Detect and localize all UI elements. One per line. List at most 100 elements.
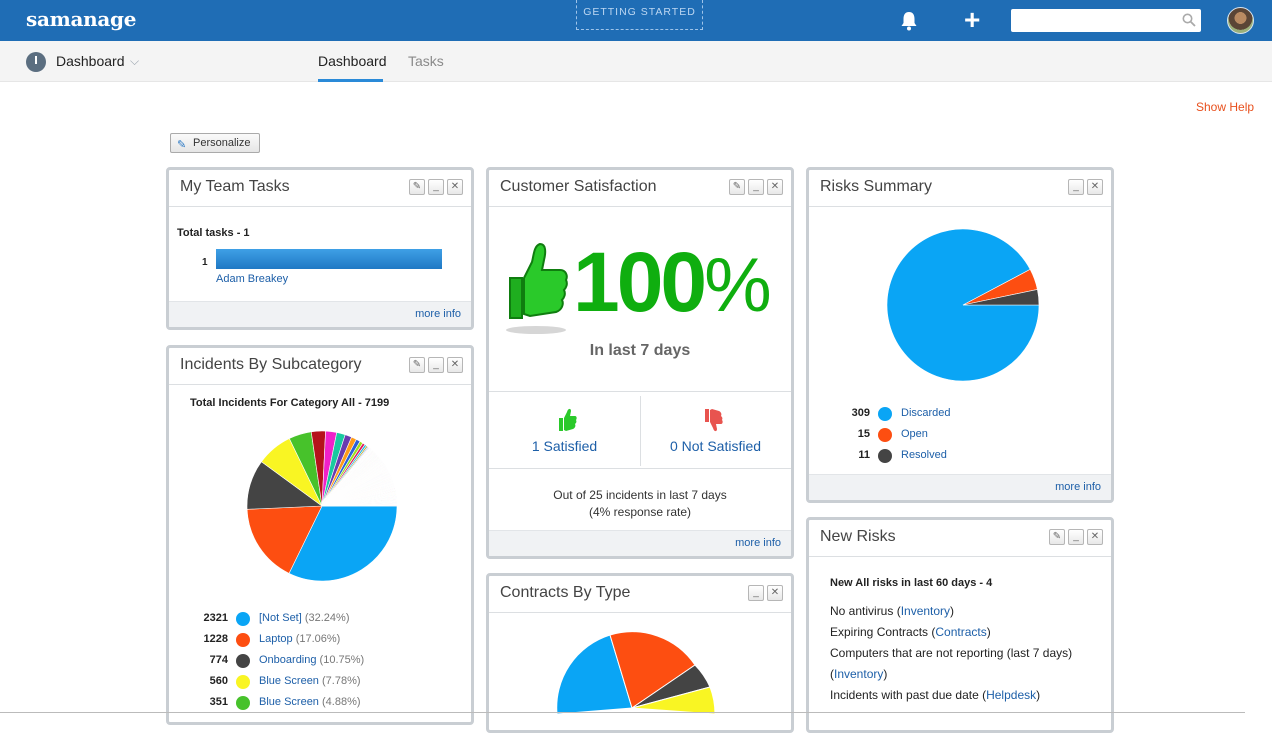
widget-header: Contracts By Type _✕ [489,576,791,613]
sub-navigation: Dashboard ⌵ Dashboard Tasks [0,41,1272,82]
new-risk-link[interactable]: Contracts [935,625,986,639]
task-count: 1 [202,257,208,268]
legend-color-dot [878,449,892,463]
tab-dashboard[interactable]: Dashboard [318,53,387,69]
widget-footer: more info [169,301,471,327]
legend-color-dot [236,675,250,689]
legend-color-dot [878,428,892,442]
team-tasks-widget: My Team Tasks ✎_✕ Total tasks - 1 1 Adam… [166,167,474,330]
close-icon[interactable]: ✕ [447,179,463,195]
wrench-icon: ✎ [177,136,186,154]
divider [0,712,1245,713]
legend-count: 560 [210,675,228,687]
widget-header: Customer Satisfaction ✎_✕ [489,170,791,207]
show-help-link[interactable]: Show Help [1196,100,1254,114]
satisfaction-breakdown: 1 Satisfied 0 Not Satisfied [489,391,791,469]
new-risks-subtitle: New All risks in last 60 days - 4 [830,577,992,589]
edit-icon[interactable]: ✎ [729,179,745,195]
legend-label[interactable]: Blue Screen (4.88%) [259,696,361,708]
legend-count: 1228 [204,633,228,645]
new-risk-item: (Inventory) [830,667,887,681]
new-risks-widget: New Risks ✎_✕ New All risks in last 60 d… [806,517,1114,733]
thumbs-up-small-icon [557,407,577,433]
response-rate: (4% response rate) [489,505,791,519]
widget-header: Risks Summary _✕ [809,170,1111,207]
thumbs-down-icon [703,407,723,433]
risks-summary-widget: Risks Summary _✕ 309 Discarded 15 Open 11 Res… [806,167,1114,503]
legend-label[interactable]: Onboarding (10.75%) [259,654,364,666]
dashboard-gauge-icon [26,52,46,72]
legend-color-dot [236,654,250,668]
task-assignee-link[interactable]: Adam Breakey [216,273,288,285]
personalize-button[interactable]: ✎ Personalize [170,133,260,153]
legend-label[interactable]: Resolved [901,449,947,461]
percent-sign: % [704,243,772,328]
legend-label[interactable]: [Not Set] (32.24%) [259,612,350,624]
add-icon[interactable]: + [964,6,980,34]
satisfied-link[interactable]: 1 Satisfied [489,438,640,454]
close-icon[interactable]: ✕ [767,585,783,601]
widget-header: Incidents By Subcategory ✎_✕ [169,348,471,385]
legend-color-dot [236,612,250,626]
app-logo[interactable]: samanage [26,7,136,31]
legend-color-dot [236,633,250,647]
top-bar: samanage GETTING STARTED + [0,0,1272,41]
satisfaction-period: In last 7 days [489,342,791,360]
personalize-label: Personalize [193,137,250,149]
legend-count: 2321 [204,612,228,624]
new-risk-link[interactable]: Inventory [901,604,950,618]
widget-header: My Team Tasks ✎_✕ [169,170,471,207]
legend-label[interactable]: Open [901,428,928,440]
task-bar[interactable] [216,249,442,269]
dashboard-selector[interactable]: Dashboard [56,53,125,69]
satisfaction-percent: 100% [573,234,772,331]
search-input[interactable] [1011,9,1201,32]
edit-icon[interactable]: ✎ [1049,529,1065,545]
minimize-icon[interactable]: _ [1068,529,1084,545]
minimize-icon[interactable]: _ [748,179,764,195]
widget-title: Customer Satisfaction [500,178,657,196]
incidents-widget: Incidents By Subcategory ✎_✕ Total Incid… [166,345,474,725]
more-info-link[interactable]: more info [1055,481,1101,493]
legend-count: 774 [210,654,228,666]
new-risk-link[interactable]: Inventory [834,667,883,681]
legend-color-dot [878,407,892,421]
legend-count: 15 [858,428,870,440]
widget-header: New Risks ✎_✕ [809,520,1111,557]
tab-tasks[interactable]: Tasks [408,53,444,69]
getting-started-button[interactable]: GETTING STARTED [576,0,703,30]
legend-count: 11 [858,449,870,461]
user-avatar[interactable] [1227,7,1254,34]
close-icon[interactable]: ✕ [767,179,783,195]
chevron-down-icon[interactable]: ⌵ [130,54,139,69]
minimize-icon[interactable]: _ [428,179,444,195]
active-tab-indicator [318,79,383,82]
close-icon[interactable]: ✕ [447,357,463,373]
legend-label[interactable]: Discarded [901,407,951,419]
widget-title: Contracts By Type [500,584,630,602]
contracts-widget: Contracts By Type _✕ [486,573,794,733]
legend-label[interactable]: Blue Screen (7.78%) [259,675,361,687]
more-info-link[interactable]: more info [415,308,461,320]
widget-footer: more info [809,474,1111,500]
minimize-icon[interactable]: _ [1068,179,1084,195]
incidents-subtitle: Total Incidents For Category All - 7199 [190,397,389,409]
legend-label[interactable]: Laptop (17.06%) [259,633,340,645]
more-info-link[interactable]: more info [735,537,781,549]
edit-icon[interactable]: ✎ [409,357,425,373]
satisfaction-widget: Customer Satisfaction ✎_✕ 100% In last 7… [486,167,794,559]
minimize-icon[interactable]: _ [428,357,444,373]
minimize-icon[interactable]: _ [748,585,764,601]
response-summary: Out of 25 incidents in last 7 days [489,488,791,502]
close-icon[interactable]: ✕ [1087,179,1103,195]
legend-count: 309 [852,407,870,419]
not-satisfied-link[interactable]: 0 Not Satisfied [640,438,791,454]
widget-title: New Risks [820,528,896,546]
new-risk-link[interactable]: Helpdesk [986,688,1036,702]
bell-icon[interactable] [900,11,918,31]
search-icon[interactable] [1182,13,1196,27]
close-icon[interactable]: ✕ [1087,529,1103,545]
edit-icon[interactable]: ✎ [409,179,425,195]
widget-title: Risks Summary [820,178,932,196]
new-risk-item: Computers that are not reporting (last 7… [830,646,1072,660]
